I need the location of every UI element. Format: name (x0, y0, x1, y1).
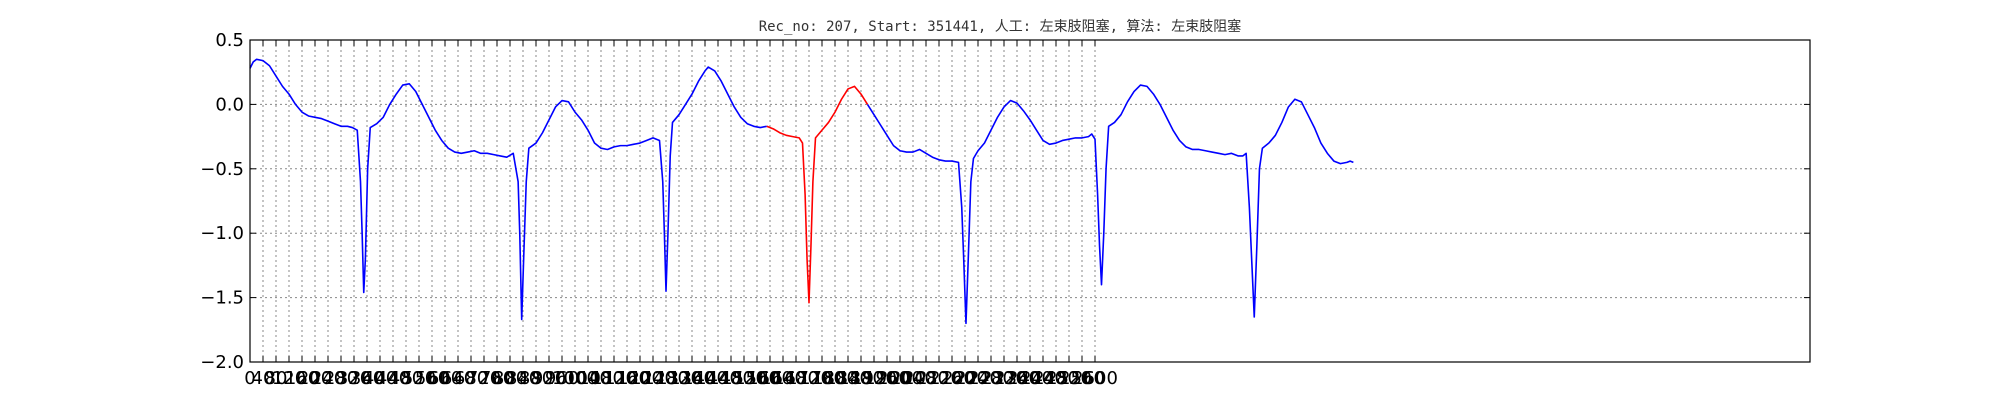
x-tick-label: 1600 (747, 368, 793, 389)
x-tick-label: 2320 (981, 368, 1027, 389)
x-tick-label: 720 (467, 368, 501, 389)
x-tick-label: 1160 (604, 368, 650, 389)
x-tick-label: 520 (402, 368, 436, 389)
x-tick-label: 560 (415, 368, 449, 389)
y-tick-label: 0.0 (215, 94, 244, 115)
x-tick-label: 880 (519, 368, 553, 389)
x-tick-label: 1080 (578, 368, 624, 389)
x-tick-label: 1680 (773, 368, 819, 389)
x-tick-label: 760 (480, 368, 514, 389)
x-tick-label: 40 (252, 368, 275, 389)
y-axis-ticks: 0.5 0.0 −0.5 −1.0 −1.5 −2.0 (200, 30, 1810, 373)
x-tick-label: 1960 (864, 368, 910, 389)
y-tick-label: −1.0 (200, 223, 244, 244)
x-tick-label: 1200 (617, 368, 663, 389)
x-tick-label: 600 (428, 368, 462, 389)
x-tick-label: 80 (265, 368, 288, 389)
x-tick-label: 2120 (916, 368, 962, 389)
x-tick-label: 2560 (1059, 368, 1105, 389)
x-tick-label: 280 (324, 368, 358, 389)
x-tick-label: 1800 (812, 368, 858, 389)
x-tick-label: 2080 (903, 368, 949, 389)
x-tick-label: 960 (545, 368, 579, 389)
x-tick-label: 1840 (825, 368, 871, 389)
x-tick-label: 320 (337, 368, 371, 389)
x-tick-label: 360 (350, 368, 384, 389)
ecg-segment-line-2 (766, 85, 869, 304)
x-tick-label: 1480 (708, 368, 754, 389)
x-tick-label: 1400 (682, 368, 728, 389)
y-tick-label: −1.5 (200, 288, 244, 309)
chart-title: Rec_no: 207, Start: 351441, 人工: 左束肢阻塞, 算… (759, 18, 1242, 35)
x-tick-label: 200 (298, 368, 332, 389)
x-tick-label: 2160 (929, 368, 975, 389)
y-tick-label: 0.5 (215, 30, 244, 51)
x-tick-label: 160 (285, 368, 319, 389)
ecg-segment-line-3 (866, 84, 1354, 325)
x-tick-label: 1880 (838, 368, 884, 389)
x-tick-label: 680 (454, 368, 488, 389)
x-tick-label: 2280 (968, 368, 1014, 389)
x-tick-label: 920 (532, 368, 566, 389)
x-tick-label: 2480 (1033, 368, 1079, 389)
x-tick-label: 1520 (721, 368, 767, 389)
ecg-series (249, 58, 1354, 325)
x-tick-label: 800 (493, 368, 527, 389)
x-tick-label: 1720 (786, 368, 832, 389)
x-tick-label: 2240 (955, 368, 1001, 389)
x-tick-label: 2400 (1007, 368, 1053, 389)
x-tick-label: 480 (389, 368, 423, 389)
grid-lines (250, 40, 1810, 362)
ecg-segment-line-1 (249, 58, 767, 321)
x-tick-label: 1640 (760, 368, 806, 389)
x-tick-label: 1560 (734, 368, 780, 389)
x-tick-label: 1440 (695, 368, 741, 389)
x-tick-label: 0 (244, 368, 255, 389)
x-tick-label: 1320 (656, 368, 702, 389)
x-tick-label: 1120 (591, 368, 637, 389)
x-tick-label: 1280 (643, 368, 689, 389)
plot-frame (249, 39, 1811, 363)
y-tick-label: −2.0 (200, 352, 244, 373)
x-tick-label: 2600 (1072, 368, 1118, 389)
x-tick-label: 1920 (851, 368, 897, 389)
x-tick-label: 2520 (1046, 368, 1092, 389)
x-tick-label: 400 (363, 368, 397, 389)
x-tick-label: 2360 (994, 368, 1040, 389)
x-tick-label: 1360 (669, 368, 715, 389)
x-tick-label: 2440 (1020, 368, 1066, 389)
x-tick-label: 640 (441, 368, 475, 389)
x-tick-label: 1000 (552, 368, 598, 389)
y-tick-label: −0.5 (200, 159, 244, 180)
x-tick-label: 240 (311, 368, 345, 389)
x-axis-ticks: 0408012016020024028032036040044048052056… (244, 40, 1118, 389)
x-tick-label: 1040 (565, 368, 611, 389)
x-tick-label: 1760 (799, 368, 845, 389)
x-tick-label: 440 (376, 368, 410, 389)
x-tick-label: 1240 (630, 368, 676, 389)
x-tick-label: 120 (272, 368, 306, 389)
x-tick-label: 2200 (942, 368, 988, 389)
x-tick-label: 2040 (890, 368, 936, 389)
x-tick-label: 840 (506, 368, 540, 389)
x-tick-label: 2000 (877, 368, 923, 389)
